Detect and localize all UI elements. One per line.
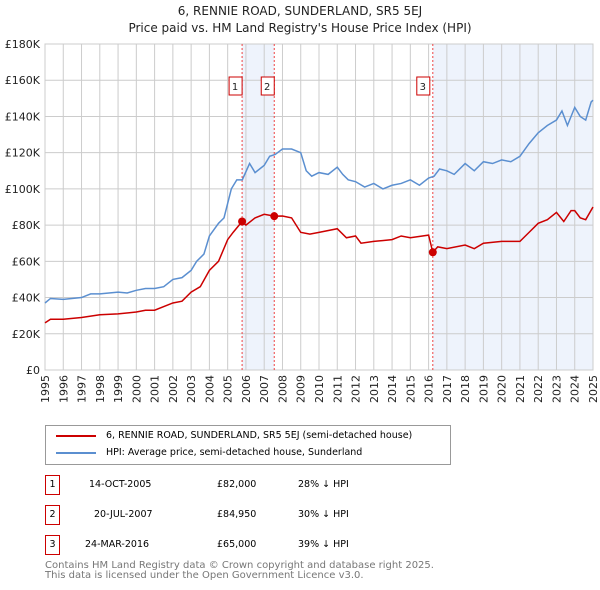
legend: 6, RENNIE ROAD, SUNDERLAND, SR5 5EJ (sem… (45, 425, 451, 465)
sale-label-box (228, 76, 243, 96)
y-tick-label: £60K (12, 255, 41, 268)
footer-copyright: Contains HM Land Registry data © Crown c… (45, 560, 434, 571)
x-tick-label: 2014 (386, 375, 399, 403)
sale-badge: 2 (45, 505, 60, 525)
x-tick-label: 2017 (441, 375, 454, 403)
x-tick-label: 2009 (295, 375, 308, 403)
sale-badge: 1 (45, 475, 60, 495)
x-tick-label: 2011 (331, 375, 344, 403)
x-tick-label: 2019 (477, 375, 490, 403)
legend-swatch-property (56, 434, 96, 437)
x-tick-label: 2020 (496, 375, 509, 403)
sale-hpi-diff: 30% ↓ HPI (298, 509, 349, 520)
sale-date: 20-JUL-2007 (94, 509, 153, 520)
y-tick-label: £180K (5, 38, 41, 51)
x-tick-label: 2008 (276, 375, 289, 403)
x-tick-label: 2005 (222, 375, 235, 403)
sale-label: 2 (264, 82, 270, 93)
line-chart: £0 £20K £40K £60K £80K £100K £120K £140K £160K £1… (5, 38, 600, 403)
legend-label-property: 6, RENNIE ROAD, SUNDERLAND, SR5 5EJ (sem… (106, 430, 413, 441)
sale-date: 14-OCT-2005 (89, 479, 152, 490)
x-tick-label: 2003 (185, 375, 198, 403)
x-tick-label: 2000 (130, 375, 143, 403)
x-tick-label: 2021 (514, 375, 527, 403)
x-tick-label: 1999 (112, 375, 125, 403)
x-tick-label: 2013 (368, 375, 381, 403)
y-tick-label: £120K (5, 147, 41, 160)
y-tick-label: £40K (12, 292, 41, 305)
legend-swatch-hpi (56, 451, 96, 454)
sale-point (270, 212, 279, 221)
x-tick-label: 1998 (94, 375, 107, 403)
footer: Contains HM Land Registry data © Crown c… (45, 561, 434, 581)
x-tick-label: 2007 (258, 375, 271, 403)
sale-label-box (416, 76, 431, 96)
y-tick-label: £160K (5, 74, 41, 87)
x-tick-label: 1997 (76, 375, 89, 403)
sale-price: £82,000 (217, 479, 257, 490)
y-tick-label: £20K (12, 328, 41, 341)
sale-hpi-diff: 28% ↓ HPI (298, 479, 349, 490)
x-tick-label: 2015 (404, 375, 417, 403)
x-tick-label: 2001 (149, 375, 162, 403)
sale-point (428, 248, 437, 257)
x-tick-label: 2002 (167, 375, 180, 403)
x-tick-label: 2004 (203, 375, 216, 403)
x-tick-label: 2018 (459, 375, 472, 403)
sale-price: £65,000 (217, 539, 257, 550)
chart-subtitle: Price paid vs. HM Land Registry's House … (128, 21, 472, 35)
property-price-line (44, 206, 594, 324)
chart-title: 6, RENNIE ROAD, SUNDERLAND, SR5 5EJ (177, 4, 423, 18)
legend-label-hpi: HPI: Average price, semi-detached house,… (106, 447, 363, 458)
y-tick-label: £140K (5, 110, 41, 123)
x-tick-label: 2022 (532, 375, 545, 403)
y-tick-label: £100K (5, 183, 41, 196)
shaded-range (432, 44, 593, 370)
sale-row: 3 24-MAR-2016 £65,000 39% ↓ HPI (45, 535, 445, 555)
sale-badge: 3 (45, 535, 60, 555)
x-tick-label: 2025 (587, 375, 600, 403)
sale-label: 1 (232, 82, 238, 93)
sale-label-box (260, 76, 275, 96)
x-tick-label: 2006 (240, 375, 253, 403)
sale-row: 2 20-JUL-2007 £84,950 30% ↓ HPI (45, 505, 445, 525)
x-tick-label: 2012 (350, 375, 363, 403)
sale-price: £84,950 (217, 509, 257, 520)
footer-licence: This data is licensed under the Open Gov… (45, 570, 364, 581)
shaded-range (242, 44, 275, 370)
y-tick-label: £80K (12, 219, 41, 232)
sale-date: 24-MAR-2016 (85, 539, 150, 550)
x-tick-label: 1995 (39, 375, 52, 403)
hpi-line (44, 99, 594, 304)
x-tick-label: 1996 (57, 375, 70, 403)
sale-row: 1 14-OCT-2005 £82,000 28% ↓ HPI (45, 475, 445, 495)
x-tick-label: 2023 (550, 375, 563, 403)
y-tick-label: £0 (26, 364, 40, 377)
sale-hpi-diff: 39% ↓ HPI (298, 539, 349, 550)
x-tick-label: 2016 (423, 375, 436, 403)
x-tick-label: 2024 (569, 375, 582, 403)
x-tick-label: 2010 (313, 375, 326, 403)
sale-point (238, 217, 247, 226)
sale-label: 3 (420, 82, 426, 93)
